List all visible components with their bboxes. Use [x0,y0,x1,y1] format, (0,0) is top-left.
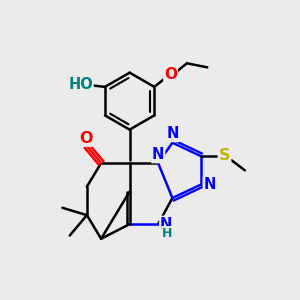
Text: S: S [219,148,230,163]
Text: HO: HO [68,76,93,92]
Text: N: N [152,147,164,162]
Text: N: N [160,217,172,232]
Text: O: O [164,67,177,82]
Text: O: O [79,131,93,146]
Text: N: N [204,177,216,192]
Text: N: N [166,126,178,141]
Text: H: H [162,226,172,240]
